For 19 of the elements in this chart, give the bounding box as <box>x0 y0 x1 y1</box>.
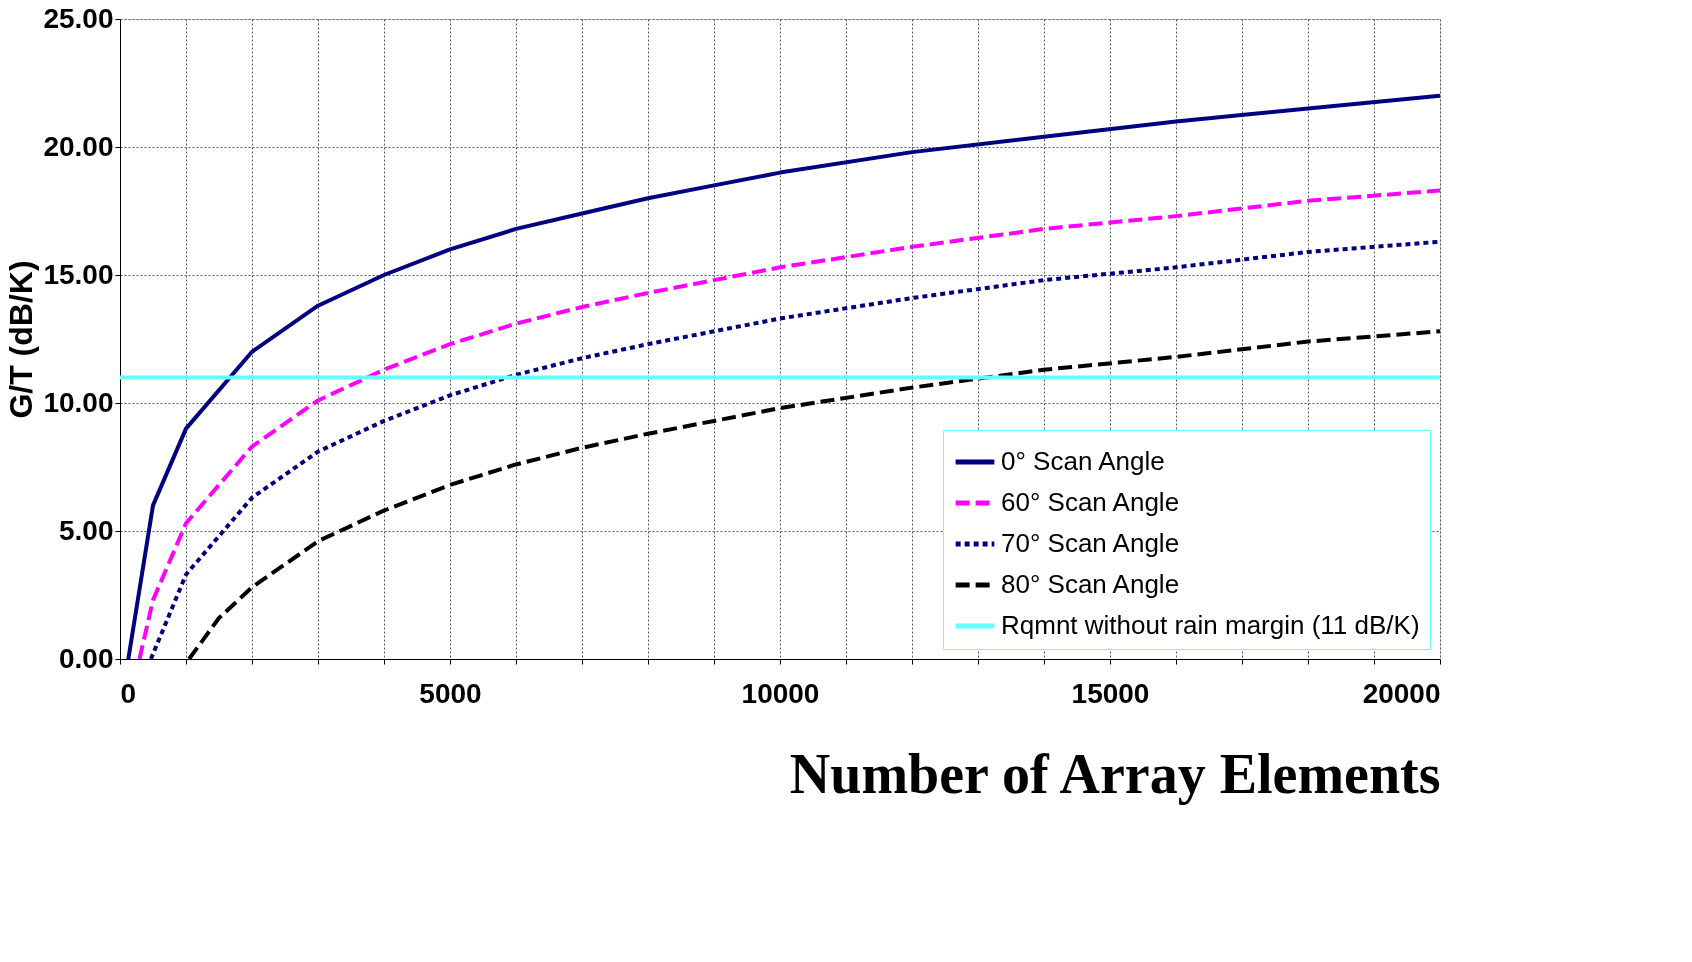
y-tick-label: 0.00 <box>59 642 114 674</box>
legend-label: Rqmnt without rain margin (11 dB/K) <box>1001 610 1420 640</box>
x-tick-label: 0 <box>120 677 137 709</box>
line-series <box>126 93 1440 659</box>
x-tick-label: 20000 <box>1362 677 1441 709</box>
y-tick-label: 25.00 <box>43 2 114 34</box>
legend-label: 80° Scan Angle <box>1001 569 1180 599</box>
x-tick-label: 5000 <box>419 677 482 709</box>
x-axis-title: Number of Array Elements <box>789 742 1441 805</box>
y-tick-label: 20.00 <box>43 130 114 162</box>
legend-label: 70° Scan Angle <box>1001 528 1180 558</box>
y-tick-label: 5.00 <box>59 514 114 546</box>
legend-label: 60° Scan Angle <box>1001 487 1180 517</box>
legend-label: 0° Scan Angle <box>1001 446 1165 476</box>
x-tick-label: 10000 <box>741 677 820 709</box>
y-axis-title: G/T (dB/K) <box>3 260 40 419</box>
y-tick-label: 10.00 <box>43 386 114 418</box>
x-tick-label: 15000 <box>1071 677 1150 709</box>
y-tick-label: 15.00 <box>43 258 114 290</box>
